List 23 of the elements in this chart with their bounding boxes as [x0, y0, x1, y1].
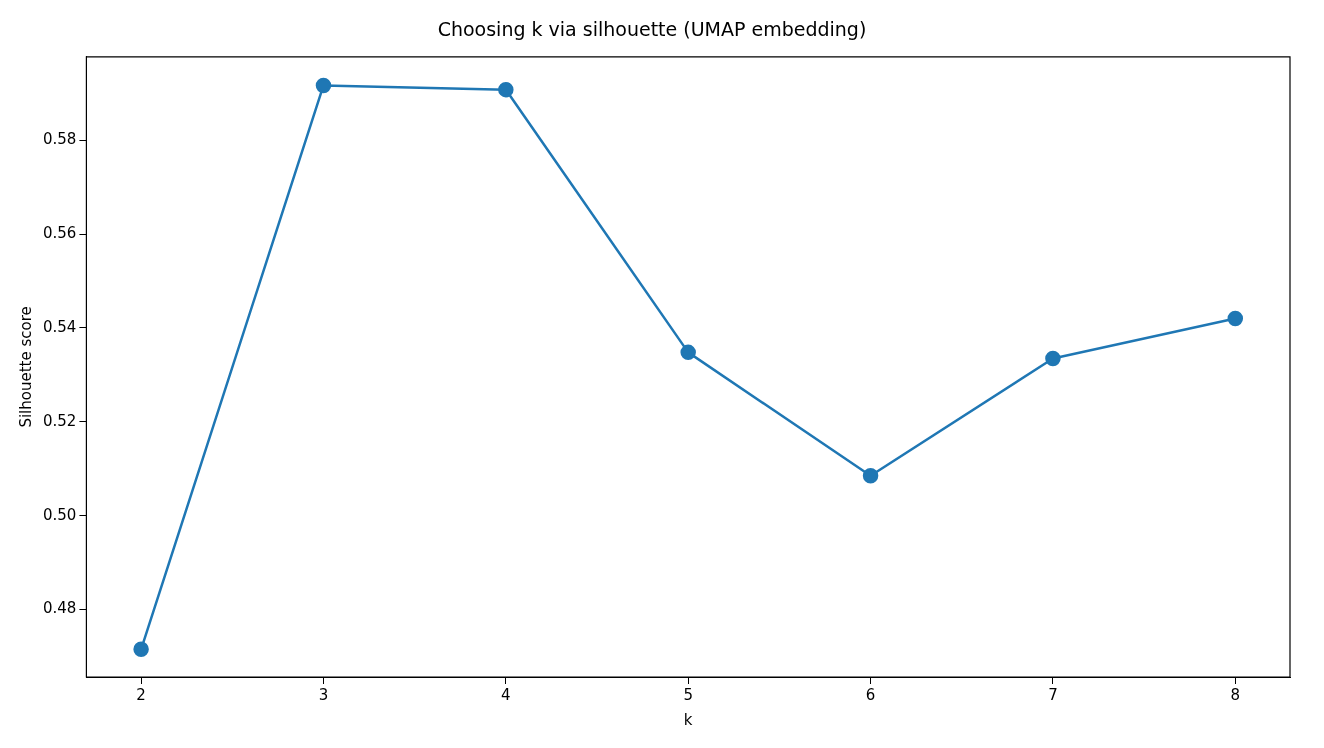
- y-tick-label: 0.58: [42, 130, 77, 149]
- x-tick-label: 3: [318, 685, 329, 704]
- point: [680, 344, 696, 361]
- y-axis-title: Silhouette score: [16, 306, 35, 428]
- y-tick-label: 0.52: [42, 411, 77, 430]
- y-tick-label: 0.54: [42, 317, 77, 336]
- y-tick-label: 0.48: [42, 599, 77, 618]
- point: [1227, 310, 1244, 327]
- point: [315, 77, 332, 94]
- x-tick-label: 4: [501, 685, 511, 704]
- x-tick-label: 6: [865, 685, 876, 704]
- point: [133, 641, 149, 658]
- x-tick-label: 8: [1230, 685, 1241, 704]
- point: [862, 467, 879, 484]
- chart-title: Choosing k via silhouette (UMAP embedding): [437, 18, 867, 41]
- x-tick-label: 2: [136, 685, 146, 704]
- point: [498, 81, 514, 98]
- point: [1045, 350, 1061, 367]
- x-axis-title: k: [683, 710, 693, 729]
- x-tick-label: 5: [683, 685, 693, 704]
- x-tick-label: 7: [1048, 685, 1058, 704]
- y-tick-label: 0.50: [42, 505, 77, 524]
- y-tick-label: 0.56: [42, 224, 77, 243]
